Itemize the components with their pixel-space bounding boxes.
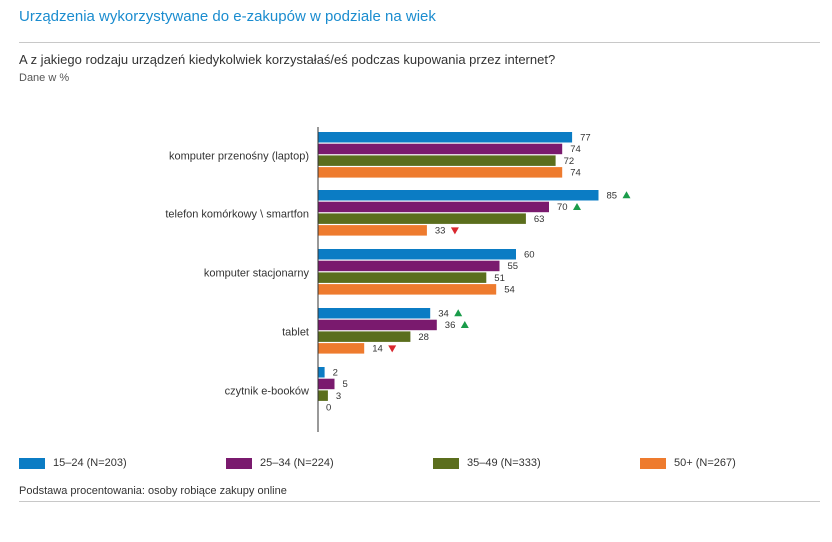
bar <box>318 284 497 295</box>
footer-divider <box>19 501 820 502</box>
bar <box>318 201 549 213</box>
legend-label: 35–49 (N=333) <box>467 457 541 469</box>
up-triangle-icon <box>622 191 631 199</box>
legend-item: 50+ (N=267) <box>640 457 736 469</box>
data-label: 63 <box>534 214 545 225</box>
data-label: 36 <box>445 320 456 331</box>
survey-question: A z jakiego rodzaju urządzeń kiedykolwie… <box>19 52 556 67</box>
legend-label: 15–24 (N=203) <box>53 457 127 469</box>
unit-note: Dane w % <box>19 72 70 84</box>
legend: 15–24 (N=203) 25–34 (N=224) 35–49 (N=333… <box>0 457 832 473</box>
chart-title: Urządzenia wykorzystywane do e-zakupów w… <box>19 8 436 25</box>
bar <box>318 225 427 236</box>
data-label: 0 <box>326 403 331 414</box>
legend-item: 35–49 (N=333) <box>433 457 541 469</box>
legend-item: 25–34 (N=224) <box>226 457 334 469</box>
data-label: 33 <box>435 226 446 237</box>
legend-item: 15–24 (N=203) <box>19 457 127 469</box>
data-label: 55 <box>508 261 519 272</box>
bar <box>318 155 556 166</box>
bar <box>318 260 500 272</box>
data-label: 28 <box>418 332 429 343</box>
data-label: 54 <box>504 285 515 296</box>
bar <box>318 343 365 354</box>
category-label: telefon komórkowy \ smartfon <box>165 208 309 220</box>
bar <box>318 331 411 342</box>
bar <box>318 390 328 401</box>
bar <box>318 167 563 178</box>
category-label: czytnik e-booków <box>225 385 309 397</box>
data-label: 51 <box>494 273 505 284</box>
data-label: 5 <box>343 379 348 390</box>
bar <box>318 308 431 319</box>
legend-label: 25–34 (N=224) <box>260 457 334 469</box>
legend-swatch <box>19 457 45 469</box>
data-label: 2 <box>333 368 338 379</box>
bar <box>318 367 325 378</box>
bar <box>318 319 437 331</box>
down-triangle-icon <box>388 345 397 353</box>
bar <box>318 143 563 155</box>
data-label: 74 <box>570 168 581 179</box>
legend-label: 50+ (N=267) <box>674 457 736 469</box>
bar <box>318 272 487 283</box>
up-triangle-icon <box>573 202 581 210</box>
down-triangle-icon <box>450 227 459 235</box>
bar-chart: komputer przenośny (laptop)77747274telef… <box>165 127 631 432</box>
data-label: 14 <box>372 344 383 355</box>
bar <box>318 378 335 390</box>
title-divider <box>19 42 820 43</box>
bar <box>318 190 599 201</box>
up-triangle-icon <box>460 320 469 328</box>
data-label: 3 <box>336 391 341 402</box>
up-triangle-icon <box>454 309 463 317</box>
bar <box>318 132 573 143</box>
data-label: 85 <box>607 191 618 202</box>
legend-swatch <box>433 457 459 469</box>
legend-swatch <box>640 457 666 469</box>
data-label: 74 <box>570 144 581 155</box>
data-label: 34 <box>438 309 449 320</box>
category-label: komputer stacjonarny <box>204 267 310 279</box>
bar <box>318 249 516 260</box>
category-label: komputer przenośny (laptop) <box>169 150 309 162</box>
base-note: Podstawa procentowania: osoby robiące za… <box>19 485 287 497</box>
data-label: 60 <box>524 250 535 261</box>
category-label: tablet <box>282 326 309 338</box>
data-label: 70 <box>557 202 568 213</box>
bar <box>318 213 526 224</box>
legend-swatch <box>226 457 252 469</box>
data-label: 77 <box>580 133 591 144</box>
data-label: 72 <box>564 156 575 167</box>
